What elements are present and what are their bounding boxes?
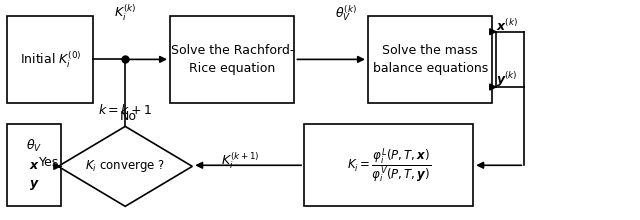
FancyBboxPatch shape xyxy=(304,124,473,206)
Text: $K_i^{(k+1)}$: $K_i^{(k+1)}$ xyxy=(221,151,259,171)
Text: Yes: Yes xyxy=(39,156,60,169)
FancyBboxPatch shape xyxy=(368,16,492,103)
Text: $K_i$ converge ?: $K_i$ converge ? xyxy=(85,158,165,174)
Text: $\boldsymbol{x}^{(k)}$: $\boldsymbol{x}^{(k)}$ xyxy=(495,18,518,34)
Text: $\theta_V$
$\boldsymbol{x}$
$\boldsymbol{y}$: $\theta_V$ $\boldsymbol{x}$ $\boldsymbol… xyxy=(26,138,42,192)
Text: $\theta_V^{(k)}$: $\theta_V^{(k)}$ xyxy=(335,3,356,23)
Text: $K_i^{(k)}$: $K_i^{(k)}$ xyxy=(114,3,136,23)
Text: $k = k+1$: $k = k+1$ xyxy=(99,103,152,117)
FancyBboxPatch shape xyxy=(170,16,294,103)
Polygon shape xyxy=(58,126,192,206)
Text: Solve the Rachford-
Rice equation: Solve the Rachford- Rice equation xyxy=(170,44,294,75)
Text: Initial $K_i^{(0)}$: Initial $K_i^{(0)}$ xyxy=(20,49,81,70)
FancyBboxPatch shape xyxy=(7,124,61,206)
Text: $\boldsymbol{y}^{(k)}$: $\boldsymbol{y}^{(k)}$ xyxy=(495,70,517,89)
Text: $K_i = \dfrac{\varphi_i^L(P,T,\boldsymbol{x})}{\varphi_i^V(P,T,\boldsymbol{y})}$: $K_i = \dfrac{\varphi_i^L(P,T,\boldsymbo… xyxy=(346,146,431,185)
Text: Solve the mass
balance equations: Solve the mass balance equations xyxy=(372,44,488,75)
FancyBboxPatch shape xyxy=(7,16,93,103)
Text: No: No xyxy=(120,110,137,123)
